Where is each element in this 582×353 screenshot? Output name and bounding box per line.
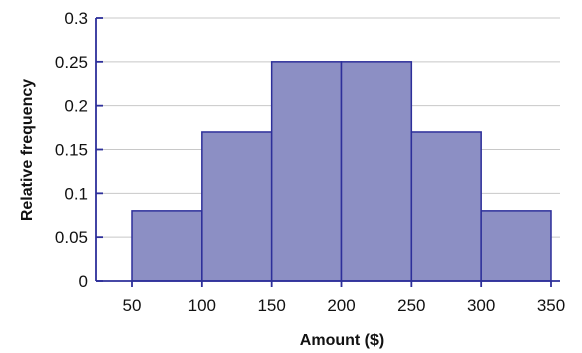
- bars: [131, 61, 552, 282]
- x-tick-label-2: 150: [257, 296, 285, 315]
- y-tick-labels: 0 0.05 0.1 0.15 0.2 0.25 0.3: [55, 9, 88, 291]
- x-tick-label-1: 100: [188, 296, 216, 315]
- histogram-bar-1: [201, 131, 273, 282]
- histogram-bar-0: [131, 210, 203, 282]
- y-tick-label-3: 0.15: [55, 141, 88, 160]
- y-tick-label-0: 0: [79, 272, 88, 291]
- histogram-bar-2: [270, 61, 343, 282]
- axes: [95, 17, 560, 287]
- x-axis-title: Amount ($): [300, 332, 384, 349]
- x-tick-labels: 50 100 150 200 250 300 350: [123, 296, 566, 315]
- y-tick-label-1: 0.05: [55, 228, 88, 247]
- x-tick-label-4: 250: [397, 296, 425, 315]
- x-tick-label-0: 50: [123, 296, 142, 315]
- y-axis-title: Relative frequency: [19, 79, 36, 221]
- y-tick-label-6: 0.3: [64, 9, 88, 28]
- x-tick-label-6: 350: [537, 296, 565, 315]
- y-tick-label-4: 0.2: [64, 97, 88, 116]
- y-tick-label-5: 0.25: [55, 53, 88, 72]
- x-tick-label-3: 200: [327, 296, 355, 315]
- y-tick-label-2: 0.1: [64, 184, 88, 203]
- x-tick-label-5: 300: [467, 296, 495, 315]
- histogram-bar-3: [340, 61, 413, 282]
- histogram-bar-4: [410, 131, 482, 282]
- histogram-bar-5: [480, 210, 552, 282]
